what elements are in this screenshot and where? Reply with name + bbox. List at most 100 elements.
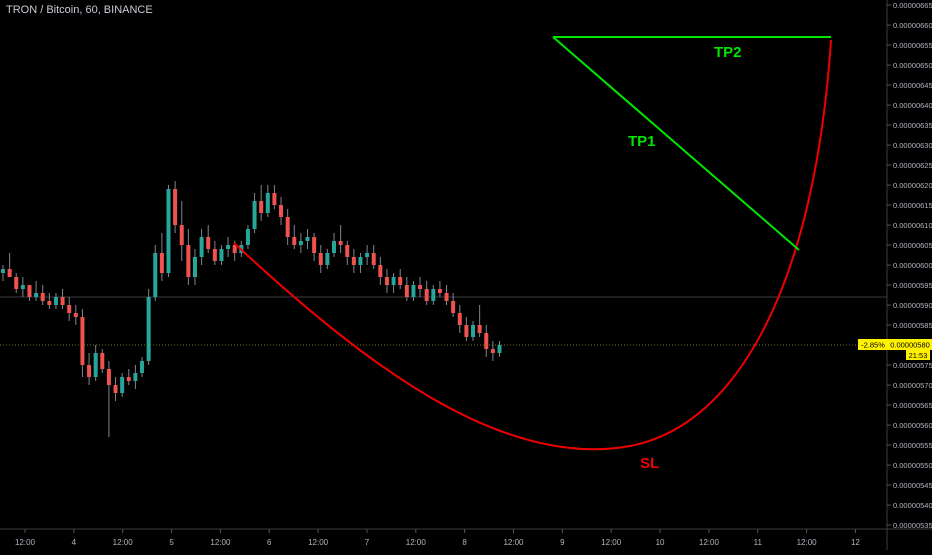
candle[interactable] [345,241,350,265]
price-tick-label: 0.00000650 [893,61,932,70]
candle-body-bull [358,257,363,265]
candle[interactable] [126,369,131,385]
sl-curve[interactable] [233,39,832,451]
candle[interactable] [318,245,323,273]
candle-body-bull [153,253,158,297]
candle[interactable] [384,269,389,293]
candle[interactable] [451,293,456,317]
candle[interactable] [292,225,297,249]
candle[interactable] [411,281,416,301]
candle-body-bull [252,201,257,229]
candle[interactable] [279,197,284,225]
candle[interactable] [60,289,65,309]
candle[interactable] [47,293,52,309]
candle[interactable] [252,193,257,233]
candle[interactable] [391,273,396,293]
candle[interactable] [67,297,72,321]
candle[interactable] [431,285,436,305]
candle[interactable] [245,225,250,249]
candle[interactable] [265,185,270,217]
candle[interactable] [437,281,442,297]
candle-body-bear [351,257,356,265]
candle-body-bull [305,237,310,241]
candle[interactable] [477,305,482,337]
candle[interactable] [464,317,469,341]
candle[interactable] [259,185,264,221]
tp1-line[interactable] [552,36,800,251]
candle[interactable] [312,233,317,261]
candle[interactable] [358,253,363,273]
candle[interactable] [219,245,224,265]
candle[interactable] [14,273,19,293]
candle[interactable] [199,229,204,265]
candle-body-bear [100,353,105,369]
price-tick-label: 0.00000550 [893,461,932,470]
price-tick-label: 0.00000660 [893,21,932,30]
candle[interactable] [490,341,495,361]
candle[interactable] [371,245,376,269]
candle-body-bull [325,253,330,265]
candle[interactable] [444,285,449,305]
candle[interactable] [133,365,138,389]
candle-body-bear [47,301,52,305]
candle[interactable] [404,277,409,301]
candle-body-bear [285,217,290,237]
candle[interactable] [365,245,370,265]
candle[interactable] [53,293,58,309]
candle[interactable] [192,249,197,285]
candle[interactable] [484,325,489,357]
candle[interactable] [73,305,78,325]
candle-body-bull [332,241,336,253]
candle-body-bear [318,253,323,265]
candle[interactable] [100,349,105,373]
candle[interactable] [186,229,191,285]
candle[interactable] [113,377,118,401]
candle[interactable] [80,309,85,377]
price-tick-label: 0.00000540 [893,501,932,510]
candle[interactable] [285,209,290,245]
candle[interactable] [325,249,330,269]
candle[interactable] [418,277,423,297]
candle[interactable] [298,233,303,253]
candle[interactable] [305,229,310,249]
time-axis[interactable]: 12:00 4 12:00 5 12:00 6 12:00 7 12:00 8 12:00 9 12:0… [15,529,860,547]
candle[interactable] [120,373,125,397]
candle[interactable] [34,281,39,301]
candle[interactable] [338,225,343,253]
candle[interactable] [272,185,277,209]
candle[interactable] [140,357,145,377]
candle[interactable] [87,353,92,385]
candle[interactable] [93,345,98,381]
candle[interactable] [173,181,178,233]
price-tick-label: 0.00000625 [893,161,932,170]
candle-body-bull [120,377,125,393]
candle[interactable] [378,257,383,285]
candle[interactable] [212,241,217,265]
candle[interactable] [424,281,429,305]
candle[interactable] [106,361,111,437]
candle[interactable] [179,201,184,261]
candle[interactable] [146,289,151,365]
candle[interactable] [332,233,336,257]
candle[interactable] [351,249,356,273]
candle[interactable] [153,245,158,301]
candle[interactable] [398,269,403,289]
candle[interactable] [40,285,45,305]
candle[interactable] [159,233,164,281]
candle[interactable] [166,185,171,277]
candle[interactable] [27,285,32,301]
candle[interactable] [20,277,25,297]
time-tick-label: 12:00 [406,538,427,547]
candle[interactable] [206,225,211,253]
candle[interactable] [226,237,231,257]
candle[interactable] [471,321,476,341]
price-tick-label: 0.00000615 [893,201,932,210]
candle[interactable] [7,253,12,277]
candle[interactable] [497,341,502,357]
candle[interactable] [1,265,5,281]
symbol-title: TRON / Bitcoin, 60, BINANCE [6,4,153,16]
time-tick-label: 5 [169,538,174,547]
candle[interactable] [457,305,462,333]
